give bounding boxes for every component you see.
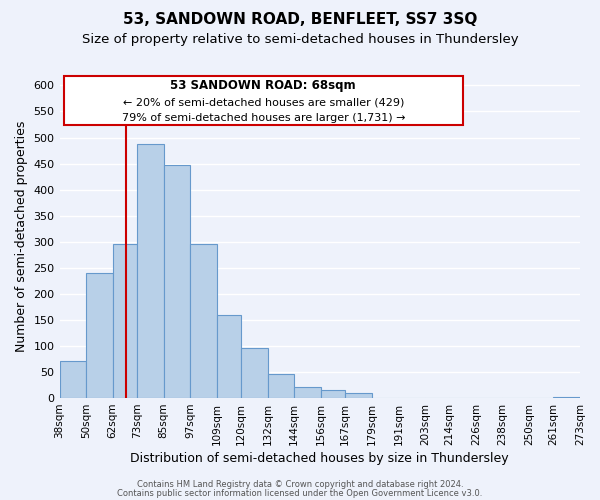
Text: Contains HM Land Registry data © Crown copyright and database right 2024.: Contains HM Land Registry data © Crown c…: [137, 480, 463, 489]
Bar: [113, 244, 137, 398]
Bar: [345, 393, 372, 398]
Text: Contains public sector information licensed under the Open Government Licence v3: Contains public sector information licen…: [118, 488, 482, 498]
Bar: [164, 165, 190, 398]
Bar: [321, 390, 345, 398]
Text: 53 SANDOWN ROAD: 68sqm: 53 SANDOWN ROAD: 68sqm: [170, 80, 356, 92]
Bar: [137, 144, 164, 398]
X-axis label: Distribution of semi-detached houses by size in Thundersley: Distribution of semi-detached houses by …: [130, 452, 509, 465]
Bar: [268, 374, 295, 398]
Text: ← 20% of semi-detached houses are smaller (429): ← 20% of semi-detached houses are smalle…: [122, 97, 404, 107]
Text: 79% of semi-detached houses are larger (1,731) →: 79% of semi-detached houses are larger (…: [122, 113, 405, 123]
Bar: [86, 273, 113, 398]
FancyBboxPatch shape: [64, 76, 463, 124]
Text: Size of property relative to semi-detached houses in Thundersley: Size of property relative to semi-detach…: [82, 32, 518, 46]
Bar: [190, 244, 217, 398]
Bar: [295, 386, 321, 398]
Bar: [241, 348, 268, 398]
Bar: [217, 314, 241, 398]
Bar: [553, 396, 580, 398]
Y-axis label: Number of semi-detached properties: Number of semi-detached properties: [15, 121, 28, 352]
Text: 53, SANDOWN ROAD, BENFLEET, SS7 3SQ: 53, SANDOWN ROAD, BENFLEET, SS7 3SQ: [123, 12, 477, 28]
Bar: [59, 360, 86, 398]
